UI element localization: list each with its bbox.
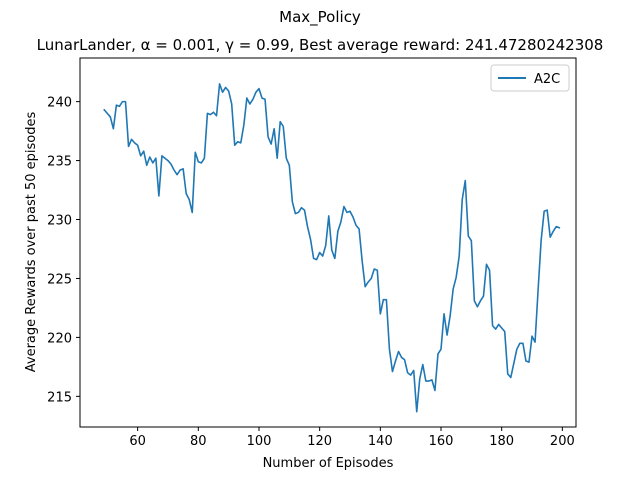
y-axis-label: Average Rewards over past 50 episodes (24, 112, 39, 373)
chart-title: Max_Policy (279, 8, 361, 27)
x-tick-label: 160 (429, 434, 454, 449)
y-tick-label: 225 (47, 272, 72, 287)
chart-subtitle: LunarLander, α = 0.001, γ = 0.99, Best a… (37, 36, 604, 54)
x-axis-ticks: 60 80 100 120 140 160 180 200 (129, 427, 575, 449)
x-tick-label: 200 (550, 434, 575, 449)
x-tick-label: 80 (190, 434, 207, 449)
x-tick-label: 180 (489, 434, 514, 449)
legend-box (490, 64, 570, 92)
y-tick-label: 240 (47, 96, 72, 111)
x-tick-label: 140 (368, 434, 393, 449)
y-tick-label: 235 (47, 155, 72, 170)
y-axis-ticks: 215 220 225 230 235 240 (47, 96, 80, 405)
legend: A2C (490, 64, 570, 92)
legend-label: A2C (534, 72, 560, 87)
x-tick-label: 60 (129, 434, 146, 449)
series-line-0 (103, 83, 561, 413)
x-axis-label: Number of Episodes (263, 456, 394, 471)
y-tick-label: 215 (47, 390, 72, 405)
series-layer (103, 83, 561, 413)
plot-frame (79, 57, 577, 428)
y-tick-label: 220 (47, 331, 72, 346)
y-tick-label: 230 (47, 214, 72, 229)
x-tick-label: 100 (247, 434, 272, 449)
x-tick-label: 120 (307, 434, 332, 449)
